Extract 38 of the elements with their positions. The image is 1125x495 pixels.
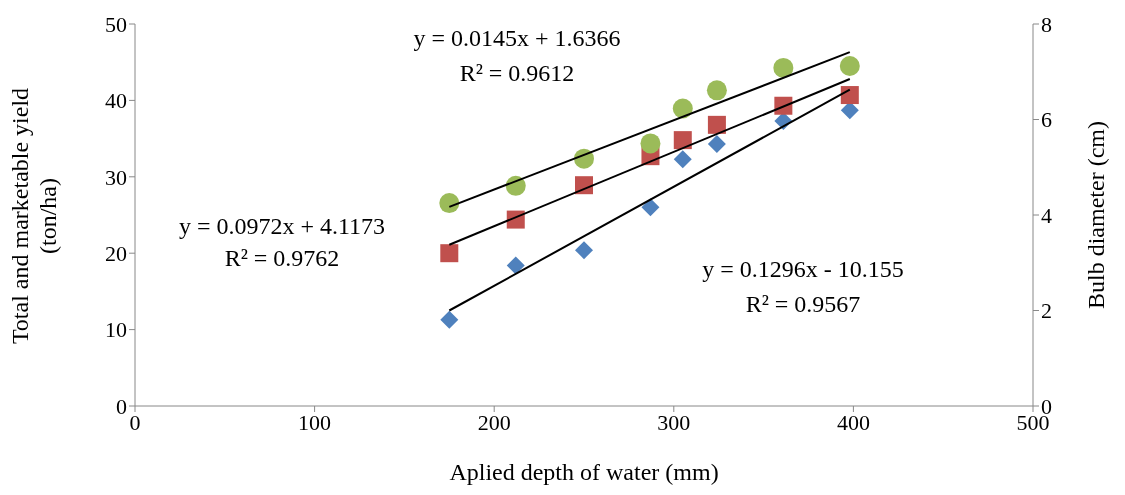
point	[640, 133, 661, 154]
point	[707, 115, 726, 134]
y-tick-label: 20	[105, 241, 127, 267]
y2-axis-title: Bulb diameter (cm)	[1082, 121, 1109, 309]
point	[706, 80, 727, 101]
x-tick-label: 100	[298, 409, 332, 435]
y2-tick-label: 8	[1041, 11, 1052, 37]
point	[707, 134, 726, 153]
x-axis-title: Aplied depth of water (mm)	[449, 459, 719, 485]
annotation: y = 0.1296x - 10.155	[701, 255, 905, 283]
point	[506, 256, 525, 275]
point	[575, 241, 593, 260]
y-axis-title: Total and marketable yield (ton/ha)	[6, 86, 62, 347]
annotation: y = 0.0145x + 1.6366	[412, 24, 622, 52]
y2-tick-label: 6	[1041, 107, 1052, 133]
x-tick-label: 300	[657, 409, 691, 435]
point	[440, 310, 459, 329]
y2-tick-label: 4	[1041, 202, 1052, 228]
annotation: y = 0.0972x + 4.1173	[177, 212, 387, 240]
x-tick-label: 400	[836, 409, 870, 435]
y-tick-label: 10	[105, 317, 127, 343]
point	[773, 57, 794, 78]
point	[840, 86, 859, 105]
point	[641, 198, 660, 217]
point	[439, 193, 460, 214]
annotation: R² = 0.9762	[224, 245, 340, 271]
x-tick-label: 200	[477, 409, 511, 435]
y-tick-label: 30	[105, 164, 127, 190]
point	[839, 56, 860, 77]
point	[673, 131, 692, 150]
annotation: R² = 0.9612	[458, 59, 576, 87]
y2-tick-label: 2	[1041, 298, 1052, 324]
point	[440, 244, 459, 263]
point	[673, 150, 692, 169]
y-tick-label: 0	[116, 393, 127, 419]
annotation: R² = 0.9567	[744, 290, 862, 318]
y-tick-label: 40	[105, 88, 127, 114]
y-tick-label: 50	[105, 11, 127, 37]
